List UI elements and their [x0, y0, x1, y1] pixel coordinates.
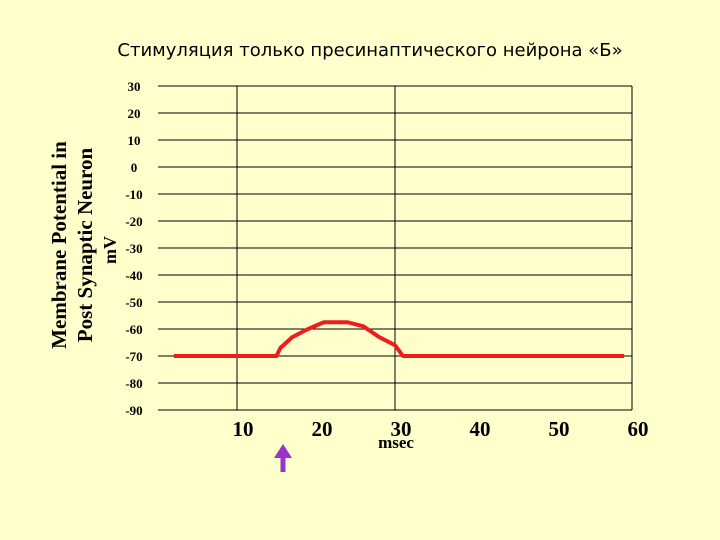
y-tick-label: -20 — [125, 214, 142, 229]
y-tick-label: 20 — [128, 106, 141, 121]
data-line — [173, 320, 625, 358]
y-axis-title-line: Membrane Potential in — [47, 141, 71, 349]
x-tick-label: 60 — [628, 417, 649, 441]
stimulus-arrow — [274, 444, 292, 472]
y-tick-label: -40 — [125, 268, 142, 283]
x-tick-label: 30 — [391, 417, 412, 441]
y-axis-title-line: Post Synaptic Neuron — [73, 147, 97, 342]
x-axis-title: msec — [378, 433, 414, 452]
y-tick-label: 0 — [131, 160, 138, 175]
y-axis-unit: mV — [100, 236, 120, 264]
y-tick-label: -10 — [125, 187, 142, 202]
y-tick-label: -60 — [125, 322, 142, 337]
y-tick-label: -90 — [125, 403, 142, 418]
y-tick-label: -80 — [125, 376, 142, 391]
x-tick-label: 40 — [470, 417, 491, 441]
y-tick-label: 30 — [128, 79, 141, 94]
y-tick-label: -70 — [125, 349, 142, 364]
x-tick-label: 20 — [312, 417, 333, 441]
chart-title: Стимуляция только пресинаптического нейр… — [117, 40, 622, 61]
y-axis-title: Membrane Potential in Post Synaptic Neur… — [47, 141, 120, 349]
arrow-head — [274, 444, 292, 458]
y-tick-label: 10 — [128, 133, 141, 148]
y-tick-label: -50 — [125, 295, 142, 310]
x-tick-label: 10 — [233, 417, 254, 441]
y-tick-label: -30 — [125, 241, 142, 256]
x-tick-label: 50 — [549, 417, 570, 441]
